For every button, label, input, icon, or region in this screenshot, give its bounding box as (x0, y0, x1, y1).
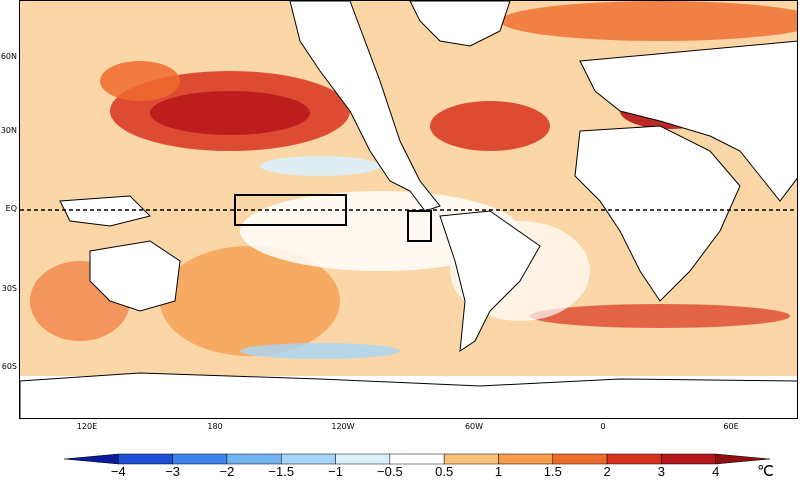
southern-ocean-warm-band (530, 304, 790, 328)
colorbar-tick-label: −1.5 (268, 464, 295, 479)
europe-asia-land (579, 40, 797, 202)
unit-label: ℃ (757, 463, 774, 480)
south-pacific-warm-anomaly (160, 246, 340, 356)
colorbar-tick-label: −2 (219, 464, 235, 479)
lon-label-60w: 60W (464, 422, 484, 431)
north-america-land (289, 1, 441, 212)
colorbar-tick-label: 1.5 (543, 464, 562, 479)
colorbar-segment (63, 453, 119, 465)
arctic-warm-anomaly (500, 1, 797, 41)
colorbar (63, 453, 771, 465)
lat-label-30s: 30S (1, 284, 17, 293)
north-pacific-core-anomaly (150, 91, 310, 135)
southern-pacific-cool-band (240, 343, 400, 359)
lat-label-eq: EQ (5, 204, 17, 213)
lat-label-60n: 60N (0, 52, 17, 61)
nino34-box (234, 194, 347, 226)
antarctica-outline (20, 372, 797, 418)
africa-land (574, 125, 741, 302)
colorbar-tick-label: −0.5 (377, 464, 403, 479)
colorbar-segment (118, 453, 173, 465)
colorbar-segment (335, 453, 391, 465)
colorbar-tick-label: 0.5 (435, 464, 454, 479)
colorbar-segment (498, 453, 554, 465)
lon-label-60e: 60E (723, 422, 739, 431)
colorbar-tick-label: −4 (110, 464, 126, 479)
colorbar-tick-label: 1 (494, 464, 503, 479)
colorbar-tick-label: 3 (657, 464, 665, 479)
north-atlantic-warm-anomaly (430, 101, 550, 151)
colorbar-segment (552, 453, 608, 465)
colorbar-tick-label: −1 (328, 464, 343, 479)
lon-label-180: 180 (207, 422, 223, 431)
colorbar-tick-label: 2 (603, 464, 611, 479)
lon-label-0: 0 (600, 422, 606, 431)
lat-label-60s: 60S (1, 362, 17, 371)
lon-label-120w: 120W (331, 422, 355, 431)
colorbar-segment (443, 453, 499, 465)
continents (20, 1, 797, 418)
lat-label-30n: 30N (0, 126, 17, 135)
colorbar-segment (606, 453, 662, 465)
sst-anomaly-map (19, 0, 798, 419)
colorbar-tick-label: −3 (165, 464, 181, 479)
subtropical-pacific-cool-patch (260, 156, 380, 176)
greenland-land (409, 1, 511, 47)
colorbar-segment (715, 453, 771, 465)
lon-label-120e: 120E (76, 422, 98, 431)
colorbar-segment (280, 453, 336, 465)
nino12-box (407, 210, 432, 242)
south-america-land (439, 210, 541, 353)
northwest-pacific-warm-anomaly (100, 61, 180, 101)
colorbar-tick-label: 4 (712, 464, 720, 479)
colorbar-segment (172, 453, 228, 465)
map-canvas (20, 1, 797, 418)
eastern-pacific-neutral-region (240, 191, 520, 271)
australia-land (89, 240, 181, 312)
colorbar-segment (661, 453, 716, 465)
colorbar-segment (389, 453, 445, 465)
colorbar-segment (226, 453, 282, 465)
indonesia-land (59, 195, 151, 227)
